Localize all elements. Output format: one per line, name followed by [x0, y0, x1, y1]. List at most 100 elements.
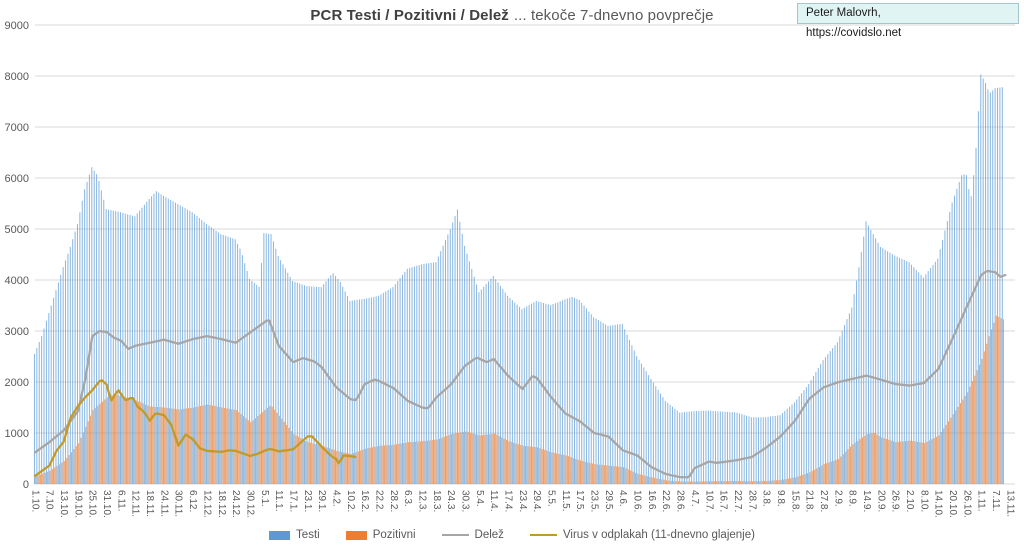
x-axis-tick-label: 12.11.: [130, 490, 141, 517]
x-axis-tick-label: 2.9.: [832, 490, 843, 507]
legend-item-delez: Delež: [441, 529, 504, 541]
y-axis-tick-label: 6000: [5, 173, 29, 185]
legend-label-pozitivni: Pozitivni: [372, 529, 416, 541]
x-axis-tick-label: 10.6.: [632, 490, 643, 512]
x-axis-tick-label: 11.1.: [273, 490, 284, 512]
x-axis-tick-label: 1.11.: [976, 490, 987, 512]
x-axis-tick-label: 20.9.: [875, 490, 886, 512]
y-axis-tick-label: 2000: [5, 377, 29, 389]
x-axis-tick-label: 18.3.: [431, 490, 442, 512]
x-axis-tick-label: 16.2.: [359, 490, 370, 512]
x-axis-tick-label: 4.2.: [330, 490, 341, 507]
x-axis-tick-label: 16.7.: [718, 490, 729, 512]
x-axis-tick-label: 26.10.: [961, 490, 972, 518]
x-axis-tick-label: 6.3.: [402, 490, 413, 507]
x-axis-tick-label: 25.10.: [87, 490, 98, 518]
x-axis-tick-label: 7.10.: [44, 490, 55, 512]
x-axis-tick-label: 10.7.: [703, 490, 714, 512]
x-axis-tick-label: 14.9.: [861, 490, 872, 512]
x-axis-tick-label: 18.11.: [144, 490, 155, 517]
x-axis-tick-label: 10.2.: [345, 490, 356, 512]
x-axis-tick-label: 22.6.: [660, 490, 671, 512]
x-axis-tick-label: 19.10.: [72, 490, 83, 518]
x-axis-tick-label: 29.5.: [603, 490, 614, 512]
x-axis-tick-label: 3.8.: [761, 490, 772, 507]
x-axis-tick-label: 30.12.: [244, 490, 255, 518]
legend-label-delez: Delež: [474, 529, 504, 541]
x-axis-tick-label: 23.5.: [589, 490, 600, 512]
delez-line-swatch-icon: [441, 533, 469, 537]
virus-line-swatch-icon: [529, 533, 557, 537]
y-axis-tick-label: 9000: [5, 20, 29, 32]
x-axis-tick-label: 11.4.: [488, 490, 499, 512]
x-axis-tick-label: 2.10.: [904, 490, 915, 512]
x-axis-tick-label: 17.4.: [503, 490, 514, 512]
y-axis-tick-label: 4000: [5, 275, 29, 287]
x-axis-tick-label: 23.4.: [517, 490, 528, 512]
legend-item-pozitivni: Pozitivni: [345, 529, 416, 541]
chart-legend: Testi Pozitivni Delež Virus v odplakah (…: [0, 529, 1024, 541]
x-axis-tick-label: 28.6.: [675, 490, 686, 512]
x-axis-tick-label: 12.3.: [416, 490, 427, 512]
bars-testi: [33, 74, 1003, 484]
legend-label-virus: Virus v odplakah (11-dnevno glajenje): [562, 529, 755, 541]
chart-title-suffix: ... tekoče 7-dnevno povprečje: [513, 7, 714, 24]
legend-label-testi: Testi: [296, 529, 320, 541]
source-url[interactable]: https://covidslo.net: [806, 27, 902, 39]
x-axis-tick-label: 21.8.: [804, 490, 815, 512]
y-axis-tick-label: 3000: [5, 326, 29, 338]
x-axis-tick-label: 22.7.: [732, 490, 743, 512]
x-axis-tick-label: 24.11.: [158, 490, 169, 517]
x-axis-tick-label: 16.6.: [646, 490, 657, 512]
x-axis-tick-label: 6.11.: [115, 490, 126, 512]
x-axis-tick-label: 5.4.: [474, 490, 485, 507]
x-axis-tick-label: 31.10.: [101, 490, 112, 518]
x-axis-tick-label: 27.8.: [818, 490, 829, 512]
x-axis-tick-label: 6.12.: [187, 490, 198, 512]
x-axis-tick-label: 8.9.: [847, 490, 858, 507]
x-axis-tick-label: 29.4.: [531, 490, 542, 512]
x-axis-tick-label: 28.7.: [746, 490, 757, 512]
line-virus: [33, 379, 357, 477]
x-axis-tick-label: 11.5.: [560, 490, 571, 512]
bars-pozitivni: [35, 315, 1004, 484]
x-axis-tick-label: 7.11.: [990, 490, 1001, 512]
x-axis-tick-label: 17.5.: [574, 490, 585, 512]
x-axis-tick-label: 24.3.: [445, 490, 456, 512]
y-axis-tick-label: 8000: [5, 71, 29, 83]
x-axis-tick-label: 20.10.: [947, 490, 958, 518]
y-axis-tick-label: 0: [23, 479, 29, 491]
x-axis-tick-label: 22.2.: [373, 490, 384, 512]
line-delez: [33, 269, 1007, 479]
chart-title: PCR Testi / Pozitivni / Delež... tekoče …: [0, 7, 1024, 24]
x-axis-tick-label: 12.12.: [201, 490, 212, 518]
pozitivni-bar-swatch-icon: [345, 530, 367, 540]
y-axis-tick-label: 1000: [5, 428, 29, 440]
x-axis-tick-label: 14.10.: [933, 490, 944, 518]
x-axis-tick-label: 26.9.: [890, 490, 901, 512]
x-axis-tick-label: 17.1.: [287, 490, 298, 512]
x-axis-tick-label: 1.10.: [29, 490, 40, 512]
x-axis-tick-label: 4.6.: [617, 490, 628, 507]
x-axis-tick-label: 18.12.: [216, 490, 227, 518]
x-axis-tick-label: 23.1.: [302, 490, 313, 512]
x-axis-tick-label: 29.1.: [316, 490, 327, 512]
y-axis-tick-label: 5000: [5, 224, 29, 236]
x-axis-tick-label: 13.10.: [58, 490, 69, 518]
x-axis-tick-label: 13.11.: [1004, 490, 1015, 517]
legend-item-virus: Virus v odplakah (11-dnevno glajenje): [529, 529, 755, 541]
x-axis-tick-label: 9.8.: [775, 490, 786, 507]
x-axis-tick-label: 15.8.: [789, 490, 800, 512]
legend-item-testi: Testi: [269, 529, 320, 541]
x-axis-tick-label: 24.12.: [230, 490, 241, 518]
chart-title-main: PCR Testi / Pozitivni / Delež: [310, 7, 509, 24]
x-axis-tick-label: 5.5.: [546, 490, 557, 507]
x-axis-tick-label: 4.7.: [689, 490, 700, 507]
x-axis-tick-label: 30.11.: [173, 490, 184, 517]
testi-bar-swatch-icon: [269, 530, 291, 540]
author-name: Peter Malovrh,: [797, 3, 1019, 24]
x-axis-tick-label: 5.1.: [259, 490, 270, 507]
y-axis-tick-label: 7000: [5, 122, 29, 134]
